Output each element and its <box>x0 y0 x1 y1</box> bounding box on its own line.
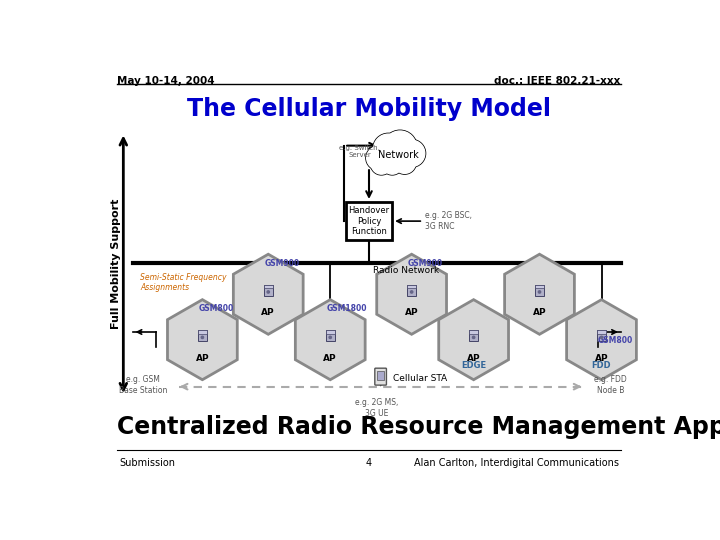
Circle shape <box>410 291 413 293</box>
Bar <box>469 330 478 341</box>
Bar <box>469 330 478 334</box>
Text: GSM1800: GSM1800 <box>326 304 367 313</box>
Bar <box>597 330 606 341</box>
Circle shape <box>371 153 392 175</box>
Bar <box>264 285 273 296</box>
Polygon shape <box>295 300 365 380</box>
Text: Alan Carlton, Interdigital Communications: Alan Carlton, Interdigital Communication… <box>413 457 618 468</box>
Text: GSM900: GSM900 <box>264 259 300 268</box>
Circle shape <box>383 130 417 164</box>
Text: AP: AP <box>595 354 608 362</box>
Bar <box>377 372 384 380</box>
Circle shape <box>539 291 541 293</box>
Text: Semi-Static Frequency
Assignments: Semi-Static Frequency Assignments <box>140 273 227 292</box>
Text: e.g. GSM
Base Station: e.g. GSM Base Station <box>119 375 167 395</box>
Text: AP: AP <box>323 354 337 362</box>
Text: FDD: FDD <box>592 361 611 370</box>
Circle shape <box>382 153 403 175</box>
Circle shape <box>382 154 402 174</box>
Circle shape <box>472 336 474 339</box>
Circle shape <box>366 146 390 170</box>
Polygon shape <box>168 300 238 380</box>
Text: doc.: IEEE 802.21-xxx: doc.: IEEE 802.21-xxx <box>495 76 621 85</box>
Text: Full Mobility Support: Full Mobility Support <box>111 199 120 329</box>
Text: May 10-14, 2004: May 10-14, 2004 <box>117 76 215 85</box>
FancyBboxPatch shape <box>375 368 387 385</box>
Text: e.g. 2G BSC,
3G RNC: e.g. 2G BSC, 3G RNC <box>425 212 472 231</box>
Circle shape <box>398 140 425 166</box>
Bar <box>325 330 335 334</box>
Text: AP: AP <box>196 354 210 362</box>
Text: Handover
Policy
Function: Handover Policy Function <box>348 206 390 236</box>
Bar <box>597 330 606 334</box>
Text: GSM800: GSM800 <box>598 336 633 345</box>
Bar <box>325 330 335 341</box>
Polygon shape <box>233 254 303 334</box>
Bar <box>264 285 273 288</box>
Text: GSM900: GSM900 <box>408 259 443 268</box>
Bar <box>535 285 544 288</box>
Circle shape <box>397 139 426 167</box>
Circle shape <box>393 151 416 174</box>
Circle shape <box>374 134 403 164</box>
Circle shape <box>372 154 392 174</box>
Circle shape <box>329 336 331 339</box>
Text: Centralized Radio Resource Management Approach: Centralized Radio Resource Management Ap… <box>117 415 720 439</box>
Bar <box>535 285 544 296</box>
Circle shape <box>600 336 603 339</box>
Text: AP: AP <box>261 308 275 317</box>
Text: EDGE: EDGE <box>461 361 486 370</box>
Text: e.g. FDD
Node B: e.g. FDD Node B <box>595 375 627 395</box>
Bar <box>407 285 416 288</box>
Polygon shape <box>377 254 446 334</box>
Text: Submission: Submission <box>120 457 176 468</box>
Circle shape <box>267 291 269 293</box>
Circle shape <box>366 146 391 170</box>
Text: Network: Network <box>378 150 419 160</box>
Circle shape <box>384 131 416 164</box>
Text: Cellular STA: Cellular STA <box>393 374 447 383</box>
Bar <box>198 330 207 341</box>
Text: e.g. Switch,
Server: e.g. Switch, Server <box>339 145 380 158</box>
Circle shape <box>373 133 404 164</box>
Polygon shape <box>505 254 575 334</box>
Circle shape <box>201 336 204 339</box>
Polygon shape <box>567 300 636 380</box>
Text: 4: 4 <box>366 457 372 468</box>
Text: GSM800: GSM800 <box>199 304 234 313</box>
Circle shape <box>394 152 415 173</box>
Text: AP: AP <box>405 308 418 317</box>
Polygon shape <box>438 300 508 380</box>
Text: The Cellular Mobility Model: The Cellular Mobility Model <box>187 97 551 121</box>
Bar <box>346 202 392 240</box>
Text: e.g. 2G MS,
3G UE: e.g. 2G MS, 3G UE <box>355 398 398 417</box>
Bar <box>407 285 416 296</box>
Text: AP: AP <box>467 354 480 362</box>
Text: Radio Network: Radio Network <box>373 266 439 275</box>
Bar <box>198 330 207 334</box>
Text: AP: AP <box>533 308 546 317</box>
